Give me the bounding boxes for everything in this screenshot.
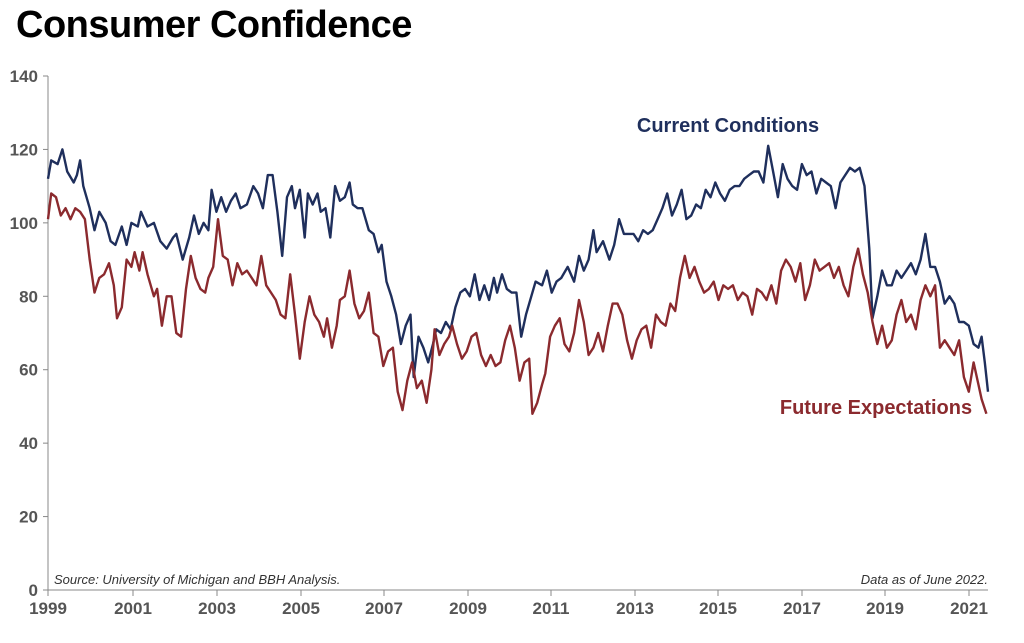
future-expectations-label: Future Expectations (780, 397, 972, 419)
y-tick-label: 140 (10, 67, 38, 86)
series-labels: Current Conditions Future Expectations (637, 115, 972, 419)
y-tick-label: 80 (19, 287, 38, 306)
data-date-note: Data as of June 2022. (861, 572, 988, 587)
x-tick-label: 2015 (699, 599, 737, 618)
x-tick-label: 2019 (866, 599, 904, 618)
x-tick-label: 2003 (198, 599, 236, 618)
x-tick-label: 2017 (783, 599, 821, 618)
x-tick-label: 2009 (449, 599, 487, 618)
x-tick-label: 2007 (365, 599, 403, 618)
source-note: Source: University of Michigan and BBH A… (54, 572, 340, 587)
x-tick-label: 2005 (282, 599, 320, 618)
y-tick-label: 40 (19, 434, 38, 453)
series-lines (46, 144, 990, 415)
x-tick-label: 2011 (533, 599, 570, 618)
x-tick-label: 2021 (950, 599, 988, 618)
future-expectations-line (46, 192, 988, 415)
y-tick-label: 0 (29, 581, 38, 600)
y-tick-label: 20 (19, 508, 38, 527)
x-tick-label: 2001 (114, 599, 152, 618)
y-tick-label: 60 (19, 361, 38, 380)
chart-title: Consumer Confidence (16, 4, 412, 46)
y-tick-label: 120 (10, 140, 38, 159)
x-tick-label: 2013 (616, 599, 654, 618)
current-conditions-label: Current Conditions (637, 115, 819, 137)
axes: 0 20 40 60 80 100 120 140 1999 2001 2003 2005 2007 20… (10, 67, 988, 618)
y-tick-label: 100 (10, 214, 38, 233)
current-conditions-line (46, 144, 990, 392)
x-tick-label: 1999 (29, 599, 67, 618)
